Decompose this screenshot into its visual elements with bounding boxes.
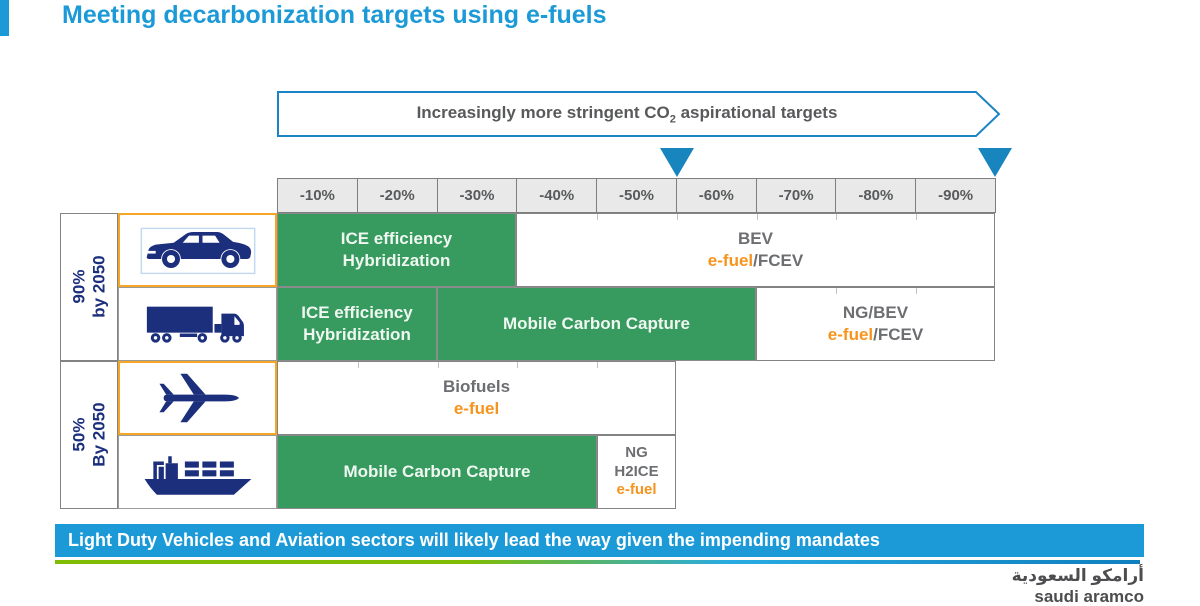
solution-bar-truck-ice: ICE efficiency Hybridization	[277, 287, 437, 361]
solution-bar-marine-mcc: Mobile Carbon Capture	[277, 435, 597, 509]
axis-tick: -10%	[277, 178, 358, 213]
axis-tick: -70%	[755, 178, 837, 213]
plane-icon	[158, 373, 239, 423]
row-group-label-50pct: 50% By 2050	[60, 361, 118, 509]
target-marker-90pct-icon	[978, 148, 1012, 177]
arrow-banner-label: Increasingly more stringent CO2 aspirati…	[416, 102, 838, 126]
solution-bar-truck-ngbev: NG/BEV e-fuel/FCEV	[756, 287, 995, 361]
axis-tick: -20%	[356, 178, 438, 213]
axis-tick: -40%	[516, 178, 598, 213]
solution-bar-aviation-biofuels: Biofuels e-fuel	[277, 361, 676, 435]
logo-latin-text: saudi aramco	[1034, 586, 1144, 606]
arrow-banner-shape	[277, 91, 1001, 137]
solution-bar-ldv-ice: ICE efficiency Hybridization	[277, 213, 516, 287]
axis-tick: -90%	[915, 178, 997, 213]
target-marker-50pct-icon	[660, 148, 694, 177]
axis-tick: -80%	[835, 178, 917, 213]
sector-cell-marine	[118, 435, 277, 509]
ship-icon	[144, 456, 251, 495]
accent-bar	[0, 0, 9, 36]
takeaway-banner: Light Duty Vehicles and Aviation sectors…	[55, 524, 1144, 557]
sector-cell-heavy-duty-truck	[118, 287, 277, 361]
axis-tick-row: -10% -20% -30% -40% -50% -60% -70% -80% …	[277, 178, 997, 213]
axis-tick: -50%	[596, 178, 677, 213]
solution-bar-marine-ng: NG H2ICE e-fuel	[597, 435, 676, 509]
car-icon	[140, 227, 255, 275]
truck-icon	[146, 306, 244, 343]
page-title: Meeting decarbonization targets using e-…	[62, 1, 607, 29]
logo-arabic-text: أرامكو السعودية	[1011, 566, 1144, 585]
axis-tick: -30%	[436, 178, 518, 213]
solution-bar-truck-mcc: Mobile Carbon Capture	[437, 287, 756, 361]
sector-cell-aviation	[118, 361, 277, 435]
axis-tick: -60%	[675, 178, 757, 213]
sector-cell-light-duty-vehicle	[118, 213, 277, 287]
solution-bar-ldv-bev: BEV e-fuel/FCEV	[516, 213, 995, 287]
row-group-label-90pct: 90% by 2050	[60, 213, 118, 361]
footer-gradient-rule	[55, 560, 1140, 564]
